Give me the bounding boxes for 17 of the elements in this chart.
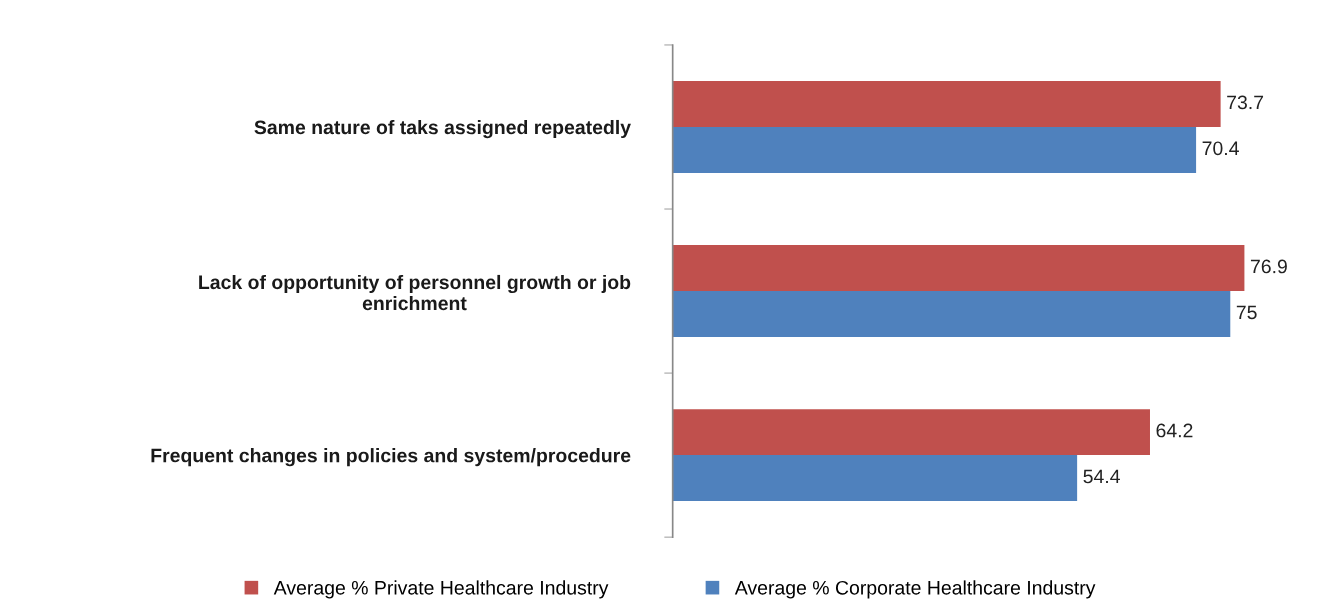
legend-label: Average % Private Healthcare Industry xyxy=(273,580,609,599)
bar xyxy=(672,245,1245,292)
bar xyxy=(672,409,1150,456)
data-label: 64.2 xyxy=(1156,423,1193,438)
bar xyxy=(672,127,1197,173)
data-label: 75 xyxy=(1236,305,1257,320)
y-tick-label: Same nature of taks assigned repeatedly xyxy=(254,119,631,139)
y-tick-label: Frequent changes in policies and system/procedure xyxy=(151,448,631,467)
bar xyxy=(672,455,1078,502)
legend-label: Average % Corporate Healthcare Industry xyxy=(734,580,1096,599)
y-tick-label: Lack of opportunity of personnel growth or job enrichment xyxy=(199,274,631,311)
bar xyxy=(672,291,1231,337)
data-label: 76.9 xyxy=(1250,259,1287,274)
data-label: 54.4 xyxy=(1083,469,1120,484)
bar xyxy=(672,81,1221,127)
data-label: 73.7 xyxy=(1227,95,1264,110)
data-label: 70.4 xyxy=(1202,141,1239,156)
